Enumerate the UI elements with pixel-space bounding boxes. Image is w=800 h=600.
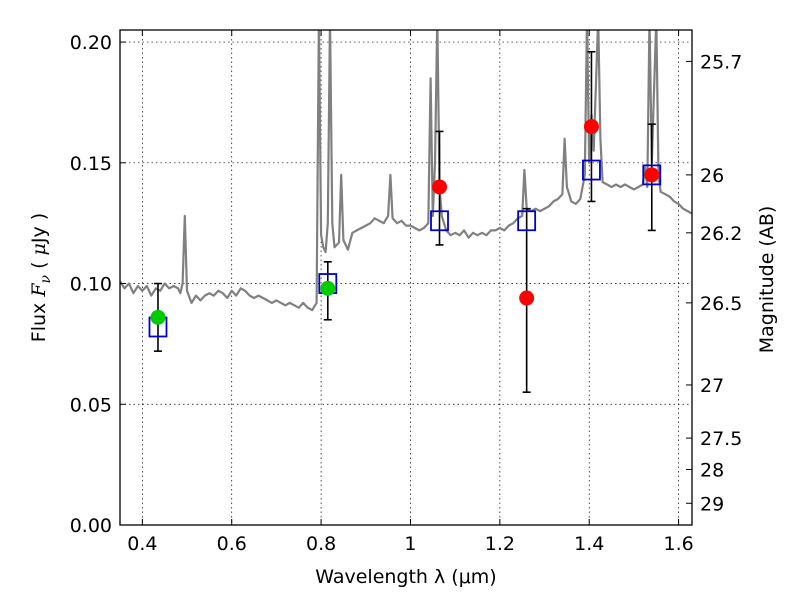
model-flux-square: [430, 210, 449, 232]
observed-flux-point: [583, 119, 599, 135]
y-tick-label: 0.10: [70, 274, 112, 296]
magnitude-tick-label: 27.5: [700, 428, 742, 450]
magnitude-tick-label: 26.2: [700, 223, 742, 245]
model-flux-square: [517, 210, 537, 232]
error-bars: [153, 50, 656, 393]
y-tick-label: 0.00: [70, 515, 112, 537]
y-tick-label: 0.20: [70, 32, 112, 54]
magnitude-tick-label: 26: [700, 165, 724, 187]
x-axis-title: Wavelength λ (μm): [315, 566, 496, 588]
magnitude-tick-label: 29: [700, 493, 724, 515]
y-axis-title-part: Jy ): [28, 213, 50, 244]
grid: [120, 30, 692, 525]
y-tick-label: 0.05: [70, 394, 112, 416]
y-axis-title-part: (: [28, 255, 50, 275]
y-axis-title-part: ν: [38, 274, 54, 283]
magnitude-ticks: 25.7 26 26.2 26.5 27 27.5 28 29: [686, 51, 742, 515]
model-spectrum-line: [120, 30, 692, 312]
magnitude-tick-label: 26.5: [700, 293, 742, 315]
magnitude-tick-label: 28: [700, 459, 724, 481]
observed-flux-point: [320, 280, 336, 296]
y-axis-title-part: Flux: [28, 297, 50, 343]
model-spectrum: [120, 30, 692, 312]
x-tick-label: 0.8: [306, 533, 336, 555]
model-flux-square: [582, 159, 601, 181]
observed-flux-point: [432, 179, 448, 195]
plot-frame: [119, 29, 693, 526]
x-tick-label: 0.6: [217, 533, 247, 555]
magnitude-tick-label: 25.7: [700, 51, 742, 73]
observed-flux-point: [644, 167, 660, 183]
y-axis-title: Flux Fν ( μJy ): [28, 213, 54, 342]
observed-flux-markers: [150, 119, 660, 325]
y-ticks: 0.00 0.05 0.10 0.15 0.20: [70, 32, 126, 537]
y-axis-title-part: μ: [28, 243, 50, 255]
x-tick-label: 1: [404, 533, 416, 555]
x-tick-label: 0.4: [127, 533, 157, 555]
observed-flux-point: [519, 290, 535, 306]
x-tick-label: 1.4: [574, 533, 604, 555]
magnitude-axis-title: Magnitude (AB): [756, 206, 778, 354]
y-axis-title-part: F: [28, 283, 50, 298]
x-tick-label: 1.6: [663, 533, 693, 555]
x-ticks: 0.4 0.6 0.8 1 1.2 1.4 1.6: [127, 30, 694, 555]
magnitude-tick-label: 27: [700, 375, 724, 397]
model-flux-square: [642, 164, 662, 186]
observed-flux-point: [150, 309, 166, 325]
y-tick-label: 0.15: [70, 153, 112, 175]
x-tick-label: 1.2: [485, 533, 515, 555]
